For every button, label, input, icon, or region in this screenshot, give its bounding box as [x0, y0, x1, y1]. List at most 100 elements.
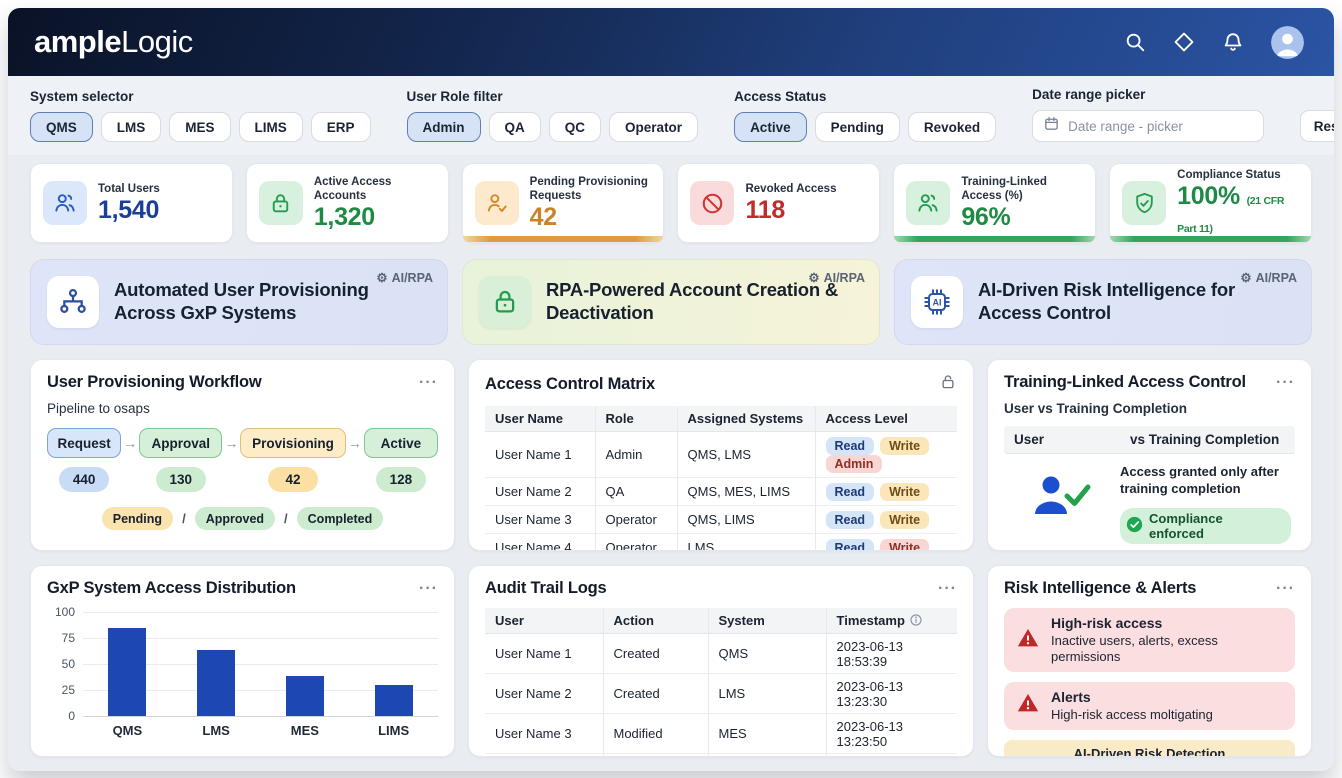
status-chip-revoked[interactable]: Revoked: [908, 112, 996, 142]
more-menu-icon[interactable]: ···: [938, 584, 957, 594]
count-active: 128: [376, 467, 427, 492]
sitemap-icon: [47, 276, 99, 328]
person-check-icon: [1004, 464, 1120, 516]
kpi-compliance-status: Compliance Status 100% (21 CFR Part 11): [1109, 163, 1312, 243]
calendar-icon: [1043, 115, 1060, 137]
no-entry-icon: [690, 181, 734, 225]
chart-x-labels: QMS LMS MES LIMS: [83, 723, 438, 738]
panel-row-1: User Provisioning Workflow ··· Pipeline …: [30, 359, 1312, 551]
user-role-filter-label: User Role filter: [407, 89, 699, 104]
legend-completed: Completed: [297, 507, 384, 530]
system-chip-qms[interactable]: QMS: [30, 112, 93, 142]
role-chip-qc[interactable]: QC: [549, 112, 601, 142]
banner-title: AI-Driven Risk Intelligence for Access C…: [978, 279, 1295, 324]
ai-risk-detection-button[interactable]: AI-Driven Risk Detection: [1004, 740, 1295, 757]
banner-title: RPA-Powered Account Creation & Deactivat…: [546, 279, 863, 324]
kpi-label: Compliance Status: [1177, 168, 1299, 182]
chart-plot-area: [83, 612, 438, 716]
training-content: Access granted only after training compl…: [1004, 464, 1295, 544]
workflow-legend: Pending / Approved / Completed: [47, 507, 438, 530]
banner-title: Automated User Provisioning Across GxP S…: [114, 279, 431, 324]
more-menu-icon[interactable]: ···: [419, 378, 438, 388]
panel-title: Audit Trail Logs: [485, 579, 606, 598]
users-icon: [906, 181, 950, 225]
access-badge: Write: [880, 483, 929, 501]
table-row: User Name 2 QA QMS, MES, LIMS ReadWrite: [485, 478, 957, 506]
compliance-enforced-badge: Compliance enforced: [1120, 508, 1291, 544]
bar-mes: [286, 676, 324, 716]
access-badge: Read: [826, 539, 875, 552]
role-chip-qa[interactable]: QA: [489, 112, 541, 142]
more-menu-icon[interactable]: ···: [1276, 584, 1295, 594]
kpi-underline-green: [894, 236, 1095, 242]
kpi-value: 1,320: [314, 203, 436, 231]
search-icon[interactable]: [1124, 31, 1146, 53]
role-chip-operator[interactable]: Operator: [609, 112, 698, 142]
bar-chart: 100 75 50 25 0: [47, 612, 438, 716]
count-approval: 130: [156, 467, 207, 492]
date-range-input[interactable]: Date range - picker: [1032, 110, 1264, 142]
bar-qms: [108, 628, 146, 716]
stage-request: Request: [47, 428, 121, 458]
svg-text:AI: AI: [932, 297, 941, 307]
kpi-label: Training-Linked Access (%): [961, 175, 1083, 204]
workflow-stages: Request → Approval → Provisioning → Acti…: [47, 428, 438, 458]
user-role-filter-group: User Role filter Admin QA QC Operator: [407, 89, 699, 142]
chart-y-axis: 100 75 50 25 0: [47, 612, 83, 716]
system-chip-lms[interactable]: LMS: [101, 112, 162, 142]
alert-high-risk-access: High-risk access Inactive users, alerts,…: [1004, 608, 1295, 672]
panel-title: GxP System Access Distribution: [47, 579, 296, 598]
status-chip-pending[interactable]: Pending: [815, 112, 900, 142]
bell-icon[interactable]: [1222, 31, 1244, 53]
more-menu-icon[interactable]: ···: [1276, 378, 1295, 388]
kpi-label: Pending Provisioning Requests: [530, 175, 652, 204]
banner-tag: ⚙AI/RPA: [1240, 270, 1297, 285]
kpi-underline-green: [1110, 236, 1311, 242]
date-range-group: Date range picker Date range - picker: [1032, 87, 1264, 142]
kpi-value: 100% (21 CFR Part 11): [1177, 182, 1299, 238]
users-icon: [43, 181, 87, 225]
kpi-underline-amber: [463, 236, 664, 242]
table-row: User Name 3 Operator QMS, LIMS ReadWrite: [485, 506, 957, 534]
arrow-icon: →: [346, 435, 364, 451]
reset-button[interactable]: Reset: [1300, 110, 1334, 142]
more-menu-icon[interactable]: ···: [419, 584, 438, 594]
count-request: 440: [59, 467, 110, 492]
kpi-label: Revoked Access: [745, 182, 836, 196]
workflow-counts: 440 130 42 128: [47, 467, 438, 492]
kpi-pending-requests: Pending Provisioning Requests 42: [462, 163, 665, 243]
stage-approval: Approval: [139, 428, 222, 458]
risk-intelligence-panel: Risk Intelligence & Alerts ··· High-risk…: [987, 565, 1312, 757]
table-row: User Name 4 Revoked LIMS 2023-06-13 18:2…: [485, 754, 957, 758]
revoked-action-cell: Revoked: [603, 754, 708, 758]
workflow-subtitle: Pipeline to osaps: [47, 401, 438, 416]
system-chip-erp[interactable]: ERP: [311, 112, 371, 142]
banner-rpa-account: RPA-Powered Account Creation & Deactivat…: [462, 259, 880, 345]
access-badge: Read: [826, 437, 875, 455]
system-chip-lims[interactable]: LIMS: [239, 112, 303, 142]
ai-chip-icon: AI: [911, 276, 963, 328]
legend-approved: Approved: [195, 507, 275, 530]
lock-icon: [479, 276, 531, 328]
user-provisioning-workflow-panel: User Provisioning Workflow ··· Pipeline …: [30, 359, 455, 551]
header-icon-group: [1124, 26, 1304, 59]
logo-text-ample: ample: [34, 24, 121, 60]
access-status-group: Access Status Active Pending Revoked: [734, 89, 996, 142]
panel-title: Training-Linked Access Control: [1004, 373, 1246, 392]
status-chip-active[interactable]: Active: [734, 112, 807, 142]
diamond-icon[interactable]: [1173, 31, 1195, 53]
kpi-label: Active Access Accounts: [314, 175, 436, 204]
training-linked-access-panel: Training-Linked Access Control ··· User …: [987, 359, 1312, 551]
count-provisioning: 42: [268, 467, 318, 492]
panel-row-2: GxP System Access Distribution ··· 100 7…: [30, 565, 1312, 757]
system-chip-mes[interactable]: MES: [169, 112, 230, 142]
table-row: User Name 3 Modified MES 2023-06-13 13:2…: [485, 714, 957, 754]
role-chip-admin[interactable]: Admin: [407, 112, 481, 142]
access-badge: Read: [826, 511, 875, 529]
table-row: User Name 1 Created QMS 2023-06-13 18:53…: [485, 634, 957, 674]
feature-banner-row: Automated User Provisioning Across GxP S…: [30, 259, 1312, 345]
date-range-label: Date range picker: [1032, 87, 1264, 102]
main-content: Total Users 1,540 Active Access Accounts…: [8, 155, 1334, 771]
user-avatar[interactable]: [1271, 26, 1304, 59]
bar-lms: [197, 650, 235, 716]
